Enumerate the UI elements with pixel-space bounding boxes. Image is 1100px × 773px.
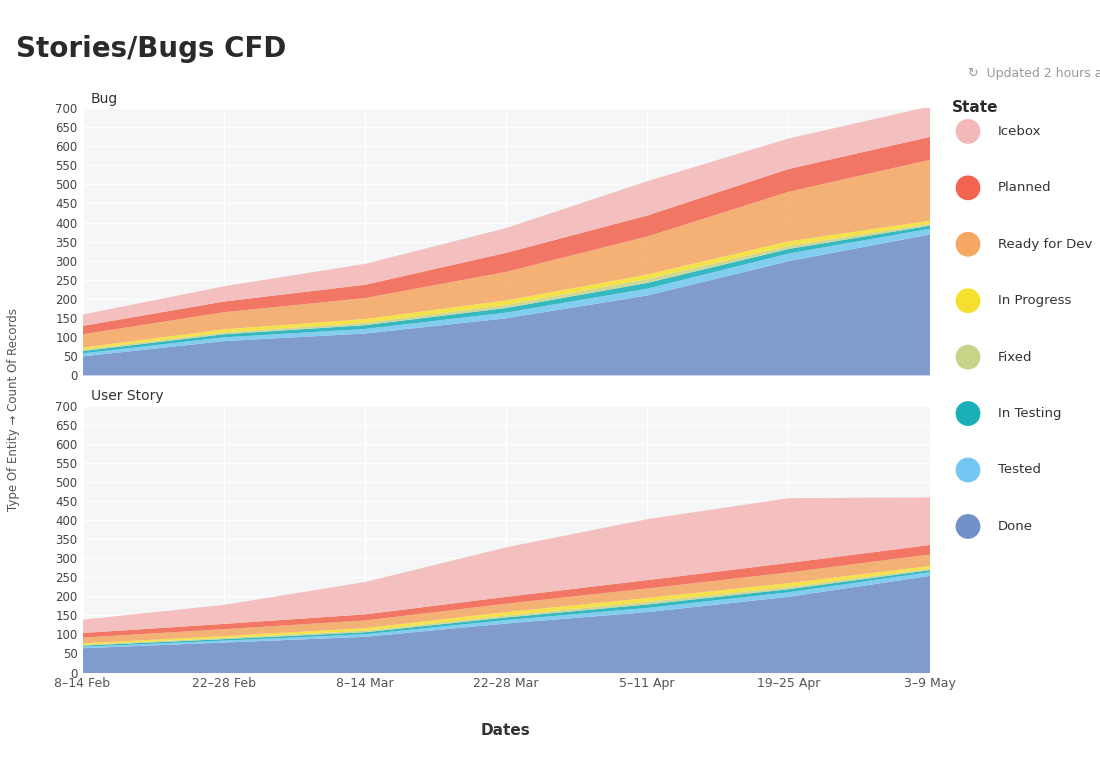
- Text: ↻  Updated 2 hours ago: ↻ Updated 2 hours ago: [968, 67, 1100, 80]
- Circle shape: [956, 515, 980, 538]
- Text: Stories/Bugs CFD: Stories/Bugs CFD: [16, 35, 287, 63]
- Text: State: State: [952, 100, 998, 115]
- Circle shape: [956, 233, 980, 256]
- Text: User Story: User Story: [91, 389, 164, 404]
- Circle shape: [956, 289, 980, 312]
- Text: Bug: Bug: [91, 91, 118, 106]
- Circle shape: [956, 402, 980, 425]
- Text: Icebox: Icebox: [998, 125, 1042, 138]
- Text: Tested: Tested: [998, 464, 1041, 476]
- Text: Dates: Dates: [481, 723, 531, 738]
- Circle shape: [956, 120, 980, 143]
- Text: Done: Done: [998, 520, 1033, 533]
- Circle shape: [956, 176, 980, 199]
- Text: Ready for Dev: Ready for Dev: [998, 238, 1092, 250]
- Circle shape: [956, 346, 980, 369]
- Text: In Testing: In Testing: [998, 407, 1062, 420]
- Text: In Progress: In Progress: [998, 295, 1071, 307]
- Circle shape: [956, 458, 980, 482]
- Text: Type Of Entity → Count Of Records: Type Of Entity → Count Of Records: [7, 308, 20, 511]
- Text: Planned: Planned: [998, 182, 1052, 194]
- Text: Fixed: Fixed: [998, 351, 1032, 363]
